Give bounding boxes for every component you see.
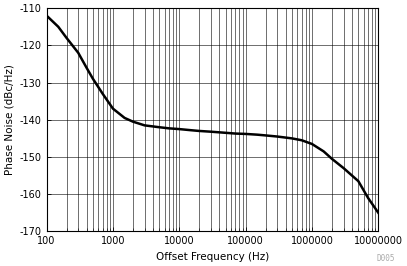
X-axis label: Offset Frequency (Hz): Offset Frequency (Hz) xyxy=(156,252,269,262)
Y-axis label: Phase Noise (dBc/Hz): Phase Noise (dBc/Hz) xyxy=(4,64,14,175)
Text: D005: D005 xyxy=(376,254,395,263)
